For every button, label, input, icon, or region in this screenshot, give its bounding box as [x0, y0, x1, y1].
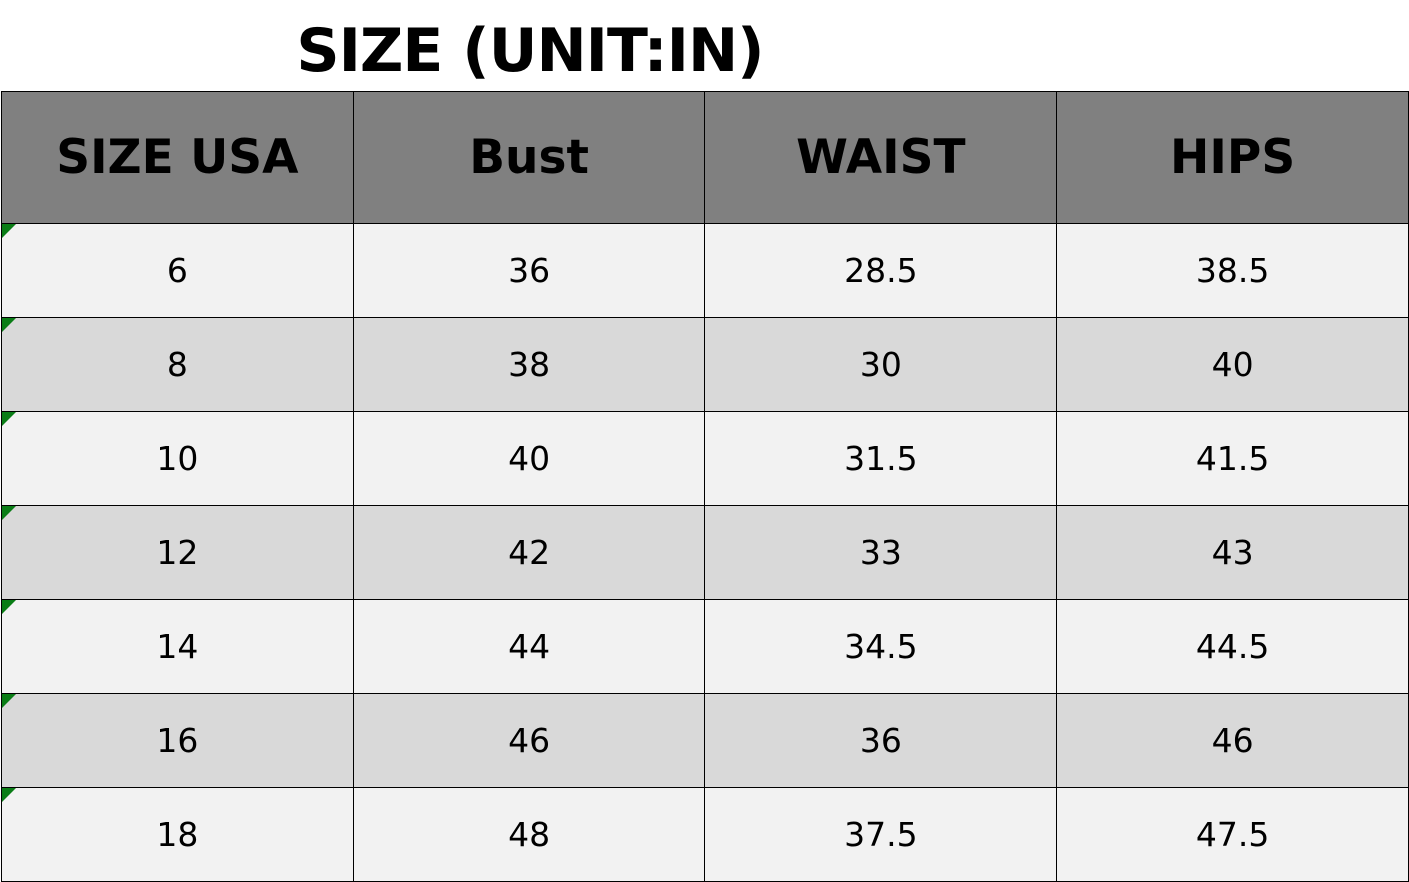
cell-waist: 31.5 — [704, 411, 1058, 506]
cell-flag-icon — [2, 412, 16, 426]
cell-bust: 36 — [352, 223, 706, 318]
header-size-usa: SIZE USA — [1, 91, 354, 224]
table-row: 6 36 28.5 38.5 — [1, 223, 1409, 318]
cell-waist: 37.5 — [704, 787, 1058, 882]
table-row: 8 38 30 40 — [1, 317, 1409, 412]
cell-flag-icon — [2, 506, 16, 520]
cell-bust: 46 — [352, 693, 706, 788]
cell-hips: 40 — [1056, 317, 1409, 412]
header-row: SIZE USA Bust WAIST HIPS — [1, 91, 1409, 224]
table-header: SIZE USA Bust WAIST HIPS — [1, 91, 1409, 224]
cell-size-usa: 12 — [1, 505, 354, 600]
size-chart-table: SIZE USA Bust WAIST HIPS 6 36 28.5 38.5 … — [1, 91, 1409, 882]
cell-flag-icon — [2, 600, 16, 614]
cell-hips: 46 — [1056, 693, 1409, 788]
cell-waist: 33 — [704, 505, 1058, 600]
cell-waist: 28.5 — [704, 223, 1058, 318]
table-row: 14 44 34.5 44.5 — [1, 599, 1409, 694]
cell-bust: 42 — [352, 505, 706, 600]
cell-size-usa-value: 18 — [156, 815, 199, 854]
header-waist: WAIST — [704, 91, 1058, 224]
cell-hips: 38.5 — [1056, 223, 1409, 318]
cell-waist: 34.5 — [704, 599, 1058, 694]
cell-size-usa-value: 10 — [156, 439, 199, 478]
table-row: 16 46 36 46 — [1, 693, 1409, 788]
cell-bust: 38 — [352, 317, 706, 412]
cell-size-usa-value: 16 — [156, 721, 199, 760]
table-row: 12 42 33 43 — [1, 505, 1409, 600]
cell-waist: 30 — [704, 317, 1058, 412]
cell-bust: 40 — [352, 411, 706, 506]
cell-size-usa-value: 14 — [156, 627, 199, 666]
cell-size-usa-value: 12 — [156, 533, 199, 572]
cell-flag-icon — [2, 788, 16, 802]
cell-hips: 43 — [1056, 505, 1409, 600]
cell-size-usa-value: 6 — [166, 251, 188, 290]
cell-bust: 48 — [352, 787, 706, 882]
cell-size-usa: 10 — [1, 411, 354, 506]
cell-size-usa: 14 — [1, 599, 354, 694]
cell-hips: 44.5 — [1056, 599, 1409, 694]
cell-size-usa: 8 — [1, 317, 354, 412]
cell-waist: 36 — [704, 693, 1058, 788]
header-hips: HIPS — [1056, 91, 1409, 224]
cell-flag-icon — [2, 694, 16, 708]
page-title: SIZE (UNIT:IN) — [296, 16, 764, 86]
cell-size-usa: 16 — [1, 693, 354, 788]
cell-flag-icon — [2, 224, 16, 238]
table-body: 6 36 28.5 38.5 8 38 30 40 10 40 31.5 41.… — [1, 223, 1409, 882]
cell-size-usa: 6 — [1, 223, 354, 318]
cell-size-usa: 18 — [1, 787, 354, 882]
cell-hips: 47.5 — [1056, 787, 1409, 882]
table-row: 18 48 37.5 47.5 — [1, 787, 1409, 882]
cell-bust: 44 — [352, 599, 706, 694]
table-row: 10 40 31.5 41.5 — [1, 411, 1409, 506]
cell-flag-icon — [2, 318, 16, 332]
header-bust: Bust — [352, 91, 706, 224]
cell-hips: 41.5 — [1056, 411, 1409, 506]
cell-size-usa-value: 8 — [166, 345, 188, 384]
